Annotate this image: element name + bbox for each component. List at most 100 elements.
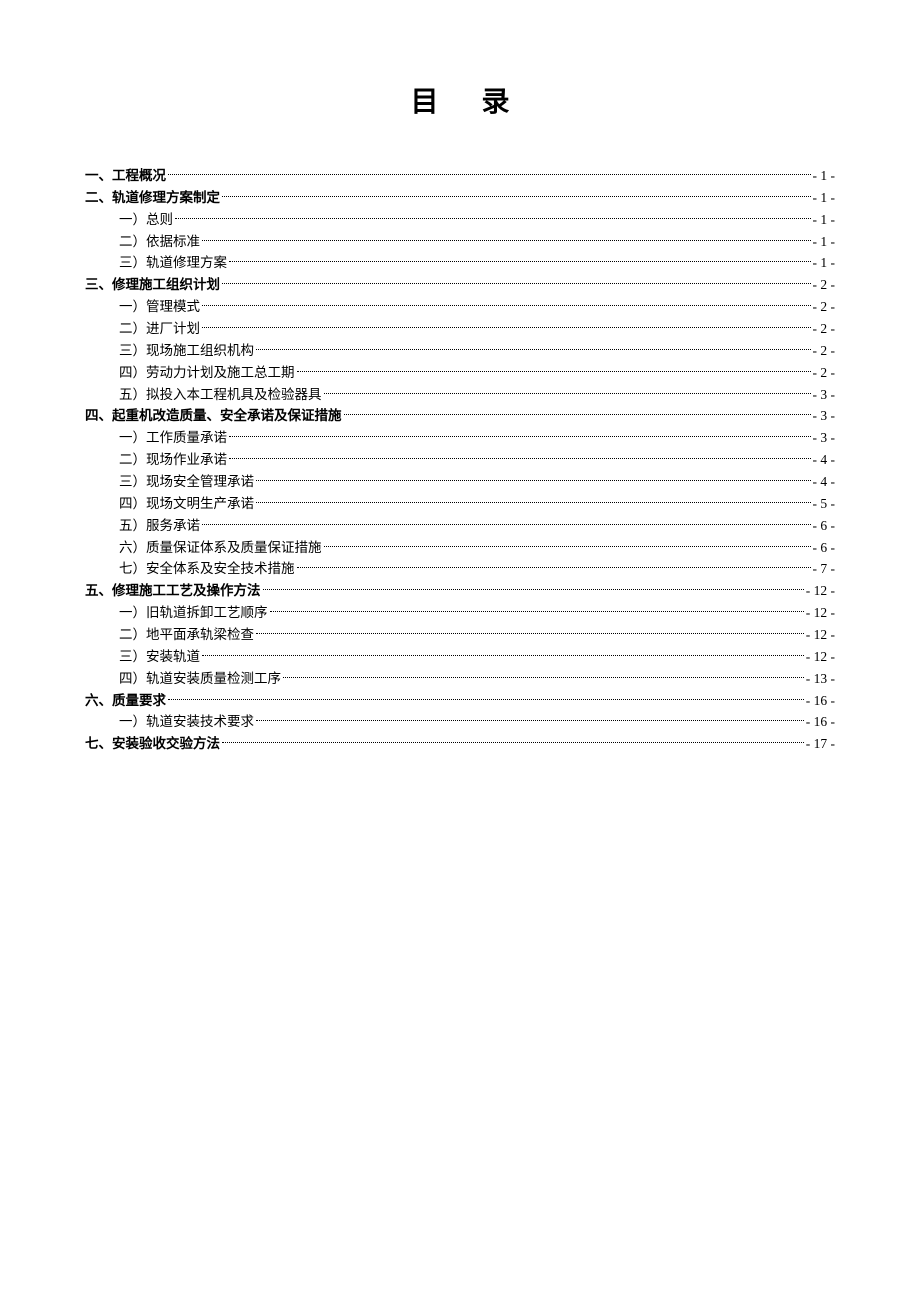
toc-entry-label: 五、修理施工工艺及操作方法 (85, 580, 261, 602)
toc-entry-page: - 1 - (813, 209, 836, 231)
toc-entry-page: - 7 - (813, 558, 836, 580)
toc-entry[interactable]: 三）现场施工组织机构 - 2 - (85, 340, 835, 362)
toc-entry-label: 一）旧轨道拆卸工艺顺序 (119, 602, 268, 624)
toc-leader-dots (256, 480, 811, 481)
toc-leader-dots (324, 393, 811, 394)
toc-entry-label: 一）管理模式 (119, 296, 200, 318)
toc-entry-page: - 17 - (806, 733, 835, 755)
toc-leader-dots (229, 458, 811, 459)
toc-entry-label: 二）现场作业承诺 (119, 449, 227, 471)
toc-leader-dots (263, 589, 804, 590)
toc-leader-dots (202, 240, 811, 241)
toc-entry-page: - 1 - (813, 165, 836, 187)
toc-entry-label: 五）服务承诺 (119, 515, 200, 537)
toc-entry-page: - 12 - (806, 624, 835, 646)
toc-entry[interactable]: 一）轨道安装技术要求 - 16 - (85, 711, 835, 733)
toc-leader-dots (256, 720, 804, 721)
toc-entry-page: - 6 - (813, 537, 836, 559)
toc-entry[interactable]: 四、起重机改造质量、安全承诺及保证措施 - 3 - (85, 405, 835, 427)
toc-entry-page: - 1 - (813, 252, 836, 274)
toc-entry[interactable]: 一）工作质量承诺 - 3 - (85, 427, 835, 449)
toc-entry[interactable]: 二）进厂计划- 2 - (85, 318, 835, 340)
toc-entry-label: 一）总则 (119, 209, 173, 231)
toc-entry[interactable]: 五）拟投入本工程机具及检验器具 - 3 - (85, 384, 835, 406)
toc-entry-label: 三、修理施工组织计划 (85, 274, 220, 296)
toc-entry[interactable]: 七、安装验收交验方法 - 17 - (85, 733, 835, 755)
toc-entry[interactable]: 五）服务承诺 - 6 - (85, 515, 835, 537)
toc-leader-dots (256, 633, 804, 634)
toc-entry-label: 四）轨道安装质量检测工序 (119, 668, 281, 690)
toc-leader-dots (297, 371, 811, 372)
toc-entry-page: - 4 - (813, 471, 836, 493)
toc-entry-page: - 12 - (806, 602, 835, 624)
toc-entry[interactable]: 四）轨道安装质量检测工序 - 13 - (85, 668, 835, 690)
toc-entry-page: - 6 - (813, 515, 836, 537)
toc-entry-label: 六）质量保证体系及质量保证措施 (119, 537, 322, 559)
toc-entry-label: 三）现场安全管理承诺 (119, 471, 254, 493)
toc-title: 目 录 (85, 80, 835, 120)
toc-entry[interactable]: 三）安装轨道- 12 - (85, 646, 835, 668)
table-of-contents: 一、工程概况- 1 -二、轨道修理方案制定- 1 -一）总则- 1 -二）依据标… (85, 165, 835, 755)
toc-leader-dots (202, 524, 811, 525)
toc-entry[interactable]: 一）旧轨道拆卸工艺顺序 - 12 - (85, 602, 835, 624)
toc-leader-dots (256, 349, 811, 350)
toc-entry-label: 一、工程概况 (85, 165, 166, 187)
toc-entry-page: - 2 - (813, 274, 836, 296)
toc-entry[interactable]: 一、工程概况 - 1 - (85, 165, 835, 187)
toc-leader-dots (256, 502, 811, 503)
toc-entry-label: 三）轨道修理方案 (119, 252, 227, 274)
toc-entry[interactable]: 二）地平面承轨梁检查 - 12 - (85, 624, 835, 646)
toc-entry-label: 五）拟投入本工程机具及检验器具 (119, 384, 322, 406)
toc-entry[interactable]: 一）总则 - 1 - (85, 209, 835, 231)
toc-entry-page: - 3 - (813, 427, 836, 449)
toc-entry-label: 一）轨道安装技术要求 (119, 711, 254, 733)
toc-entry[interactable]: 六）质量保证体系及质量保证措施 - 6 - (85, 537, 835, 559)
toc-leader-dots (229, 261, 811, 262)
toc-leader-dots (202, 655, 804, 656)
toc-entry-page: - 2 - (813, 362, 836, 384)
toc-entry-page: - 3 - (813, 384, 836, 406)
toc-leader-dots (202, 305, 811, 306)
toc-entry-label: 四）劳动力计划及施工总工期 (119, 362, 295, 384)
toc-entry-label: 二、轨道修理方案制定 (85, 187, 220, 209)
toc-entry[interactable]: 二、轨道修理方案制定 - 1 - (85, 187, 835, 209)
toc-leader-dots (175, 218, 811, 219)
toc-entry-page: - 3 - (813, 405, 836, 427)
toc-entry-page: - 4 - (813, 449, 836, 471)
toc-entry-page: - 2 - (813, 340, 836, 362)
toc-leader-dots (344, 414, 811, 415)
toc-entry-label: 七、安装验收交验方法 (85, 733, 220, 755)
toc-entry[interactable]: 五、修理施工工艺及操作方法 - 12 - (85, 580, 835, 602)
toc-entry-label: 二）依据标准 (119, 231, 200, 253)
toc-entry-label: 四、起重机改造质量、安全承诺及保证措施 (85, 405, 342, 427)
toc-entry-page: - 16 - (806, 690, 835, 712)
toc-leader-dots (222, 283, 811, 284)
toc-entry[interactable]: 一）管理模式 - 2 - (85, 296, 835, 318)
toc-entry-label: 二）地平面承轨梁检查 (119, 624, 254, 646)
toc-entry[interactable]: 四）现场文明生产承诺- 5 - (85, 493, 835, 515)
toc-entry-page: - 16 - (806, 711, 835, 733)
toc-leader-dots (222, 196, 811, 197)
toc-entry[interactable]: 二）依据标准- 1 - (85, 231, 835, 253)
toc-entry-page: - 1 - (813, 187, 836, 209)
toc-entry[interactable]: 三、修理施工组织计划 - 2 - (85, 274, 835, 296)
toc-entry[interactable]: 七）安全体系及安全技术措施- 7 - (85, 558, 835, 580)
toc-entry-page: - 5 - (813, 493, 836, 515)
toc-entry-label: 三）现场施工组织机构 (119, 340, 254, 362)
toc-entry-label: 一）工作质量承诺 (119, 427, 227, 449)
toc-entry-page: - 2 - (813, 296, 836, 318)
toc-entry-page: - 13 - (806, 668, 835, 690)
toc-entry-label: 二）进厂计划 (119, 318, 200, 340)
toc-leader-dots (297, 567, 811, 568)
toc-entry[interactable]: 四）劳动力计划及施工总工期 - 2 - (85, 362, 835, 384)
toc-entry-page: - 12 - (806, 580, 835, 602)
toc-entry[interactable]: 三）轨道修理方案 - 1 - (85, 252, 835, 274)
toc-leader-dots (168, 174, 811, 175)
toc-leader-dots (202, 327, 811, 328)
toc-entry-page: - 12 - (806, 646, 835, 668)
toc-leader-dots (283, 677, 804, 678)
toc-entry[interactable]: 三）现场安全管理承诺 - 4 - (85, 471, 835, 493)
toc-leader-dots (324, 546, 811, 547)
toc-entry[interactable]: 二）现场作业承诺 - 4 - (85, 449, 835, 471)
toc-entry[interactable]: 六、质量要求- 16 - (85, 690, 835, 712)
